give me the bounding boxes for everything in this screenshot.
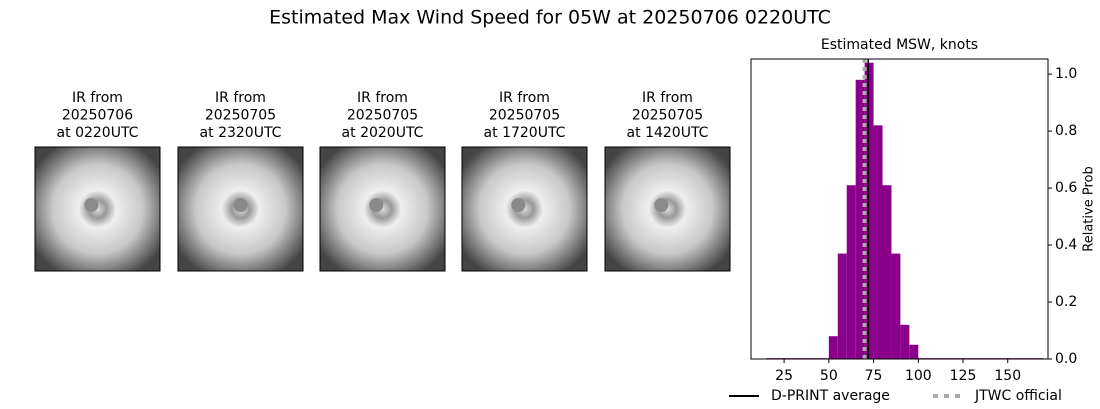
storm-eye xyxy=(654,198,669,212)
ir-image xyxy=(319,146,446,272)
y-tick-label: 0.2 xyxy=(1055,294,1077,310)
ir-image xyxy=(461,146,588,272)
panel-caption: IR from xyxy=(215,90,266,106)
legend-label: JTWC official xyxy=(974,388,1062,404)
hist-bar xyxy=(891,253,901,359)
hist-bar xyxy=(864,62,874,359)
legend-label: D-PRINT average xyxy=(771,388,890,404)
storm-eye xyxy=(84,198,99,212)
panel-caption: IR from xyxy=(642,90,693,106)
hist-bar xyxy=(837,253,847,359)
x-tick-label: 75 xyxy=(865,368,883,384)
chart-title: Estimated MSW, knots xyxy=(821,37,978,53)
y-tick-label: 0.0 xyxy=(1055,351,1077,367)
hist-bar xyxy=(855,79,865,359)
hist-bar xyxy=(909,344,919,359)
panel-caption: IR from xyxy=(499,90,550,106)
panel-caption: at 1720UTC xyxy=(484,125,566,141)
ir-image xyxy=(604,146,731,272)
panel-caption: at 2320UTC xyxy=(200,125,282,141)
panel-caption: 20250705 xyxy=(347,108,418,124)
x-tick-label: 150 xyxy=(994,368,1021,384)
panel-caption: 20250705 xyxy=(632,108,703,124)
y-axis-label: Relative Prob xyxy=(1082,166,1097,251)
panel-caption: IR from xyxy=(357,90,408,106)
panel-caption: at 0220UTC xyxy=(57,125,139,141)
ir-image xyxy=(34,146,161,272)
hist-bar xyxy=(846,185,856,359)
storm-eye xyxy=(233,198,248,212)
plot-frame xyxy=(750,58,1049,360)
x-tick-label: 50 xyxy=(820,368,838,384)
x-tick-label: 100 xyxy=(905,368,932,384)
panel-caption: 20250705 xyxy=(205,108,276,124)
storm-eye xyxy=(369,198,384,212)
hist-bar xyxy=(828,336,838,359)
y-tick-label: 0.4 xyxy=(1055,237,1077,253)
y-tick-label: 0.6 xyxy=(1055,180,1077,196)
hist-bar xyxy=(882,185,892,359)
panel-caption: 20250705 xyxy=(489,108,560,124)
panel-caption: at 2020UTC xyxy=(342,125,424,141)
hist-bar xyxy=(873,125,883,359)
y-tick-label: 0.8 xyxy=(1055,123,1077,139)
panel-caption: 20250706 xyxy=(62,108,133,124)
x-tick-label: 125 xyxy=(950,368,977,384)
panel-caption: IR from xyxy=(72,90,123,106)
figure-title: Estimated Max Wind Speed for 05W at 2025… xyxy=(269,7,831,29)
y-tick-label: 1.0 xyxy=(1055,66,1077,82)
hist-bar xyxy=(900,324,910,359)
x-tick-label: 25 xyxy=(775,368,793,384)
panel-caption: at 1420UTC xyxy=(627,125,709,141)
storm-eye xyxy=(511,198,526,212)
